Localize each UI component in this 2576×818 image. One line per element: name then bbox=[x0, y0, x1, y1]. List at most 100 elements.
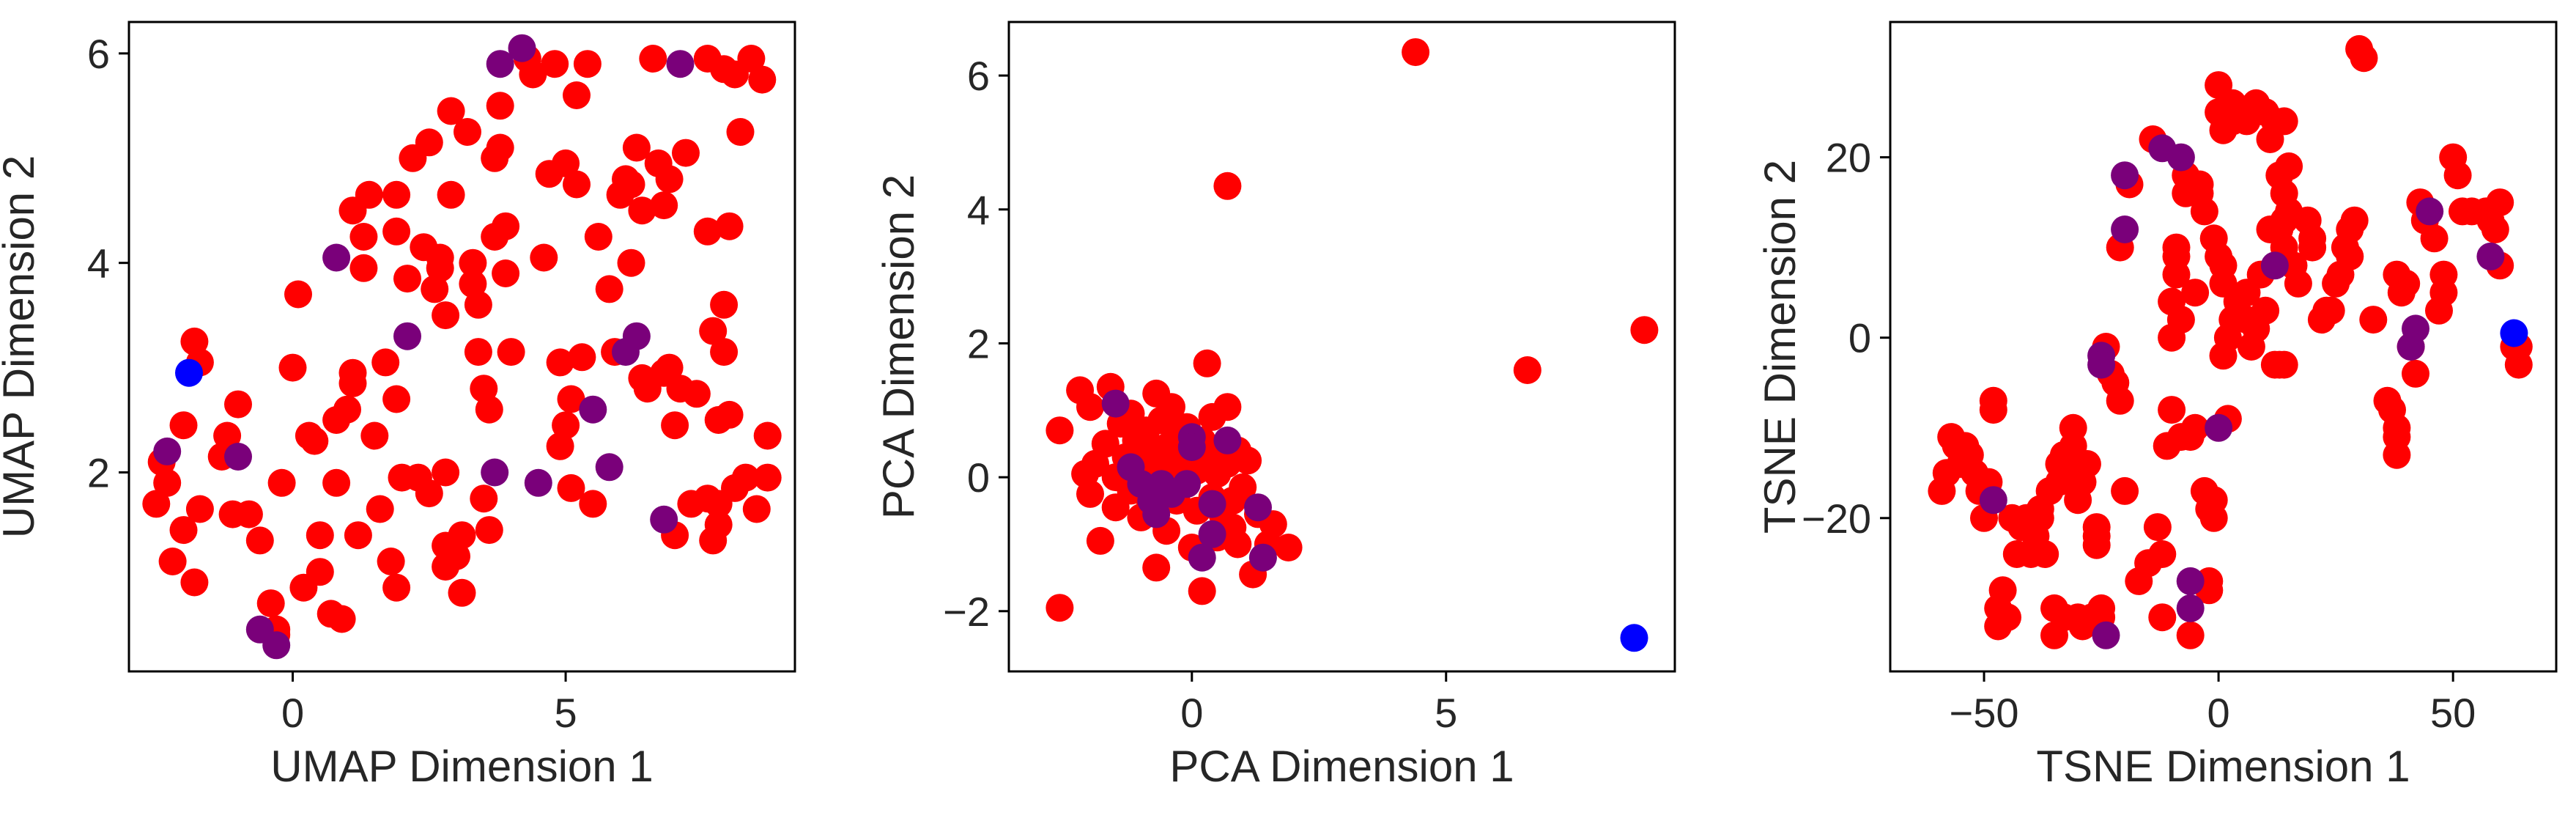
umap-point-s0-112 bbox=[650, 191, 678, 220]
tsne-point-s1-3 bbox=[2092, 621, 2120, 649]
tsne-point-s0-35 bbox=[2059, 413, 2087, 442]
umap-point-s0-48 bbox=[393, 265, 421, 293]
umap-point-s0-53 bbox=[415, 128, 443, 157]
umap-point-s2-0 bbox=[175, 358, 203, 387]
umap-point-s0-86 bbox=[541, 50, 569, 78]
pca-point-s1-13 bbox=[1213, 426, 1242, 454]
umap-point-s0-98 bbox=[584, 223, 612, 251]
tsne-point-s0-71 bbox=[2176, 621, 2205, 649]
umap-point-s0-83 bbox=[519, 60, 547, 89]
pca-point-s0-55 bbox=[1224, 530, 1252, 559]
umap-point-s0-69 bbox=[464, 290, 492, 319]
umap-point-s0-30 bbox=[327, 605, 356, 633]
umap-point-s0-62 bbox=[437, 180, 465, 209]
pca-point-s0-64 bbox=[1513, 356, 1541, 384]
pca-point-s1-10 bbox=[1188, 543, 1216, 572]
pca-x-tick-label-1: 5 bbox=[1435, 690, 1457, 736]
tsne-point-s0-117 bbox=[2270, 107, 2298, 136]
tsne-panel: −50 0 50 −20 0 20 TSNE Dimension 1 TSNE Dimen… bbox=[1755, 21, 2558, 791]
pca-x-axis-label: PCA Dimension 1 bbox=[1169, 742, 1514, 791]
tsne-point-s1-9 bbox=[2176, 594, 2205, 622]
umap-point-s0-91 bbox=[557, 474, 585, 502]
tsne-point-s0-143 bbox=[2383, 413, 2411, 442]
umap-point-s1-11 bbox=[595, 453, 623, 482]
umap-y-tick-label-2: 6 bbox=[87, 31, 110, 77]
tsne-point-s0-74 bbox=[2181, 413, 2210, 442]
umap-point-s0-128 bbox=[704, 510, 733, 539]
tsne-point-s0-120 bbox=[2275, 152, 2303, 180]
umap-point-s0-74 bbox=[475, 395, 503, 424]
tsne-y-tick-label-2: 20 bbox=[1826, 135, 1871, 181]
umap-point-s1-6 bbox=[481, 458, 509, 487]
umap-point-s1-4 bbox=[322, 243, 351, 272]
umap-point-s1-3 bbox=[262, 631, 291, 660]
umap-point-s1-15 bbox=[666, 50, 695, 78]
pca-point-s0-65 bbox=[1630, 316, 1659, 344]
umap-point-s0-1 bbox=[142, 490, 171, 518]
umap-point-s0-133 bbox=[715, 400, 744, 429]
pca-point-s0-50 bbox=[1213, 172, 1242, 200]
tsne-point-s0-123 bbox=[2284, 269, 2312, 298]
umap-point-s0-59 bbox=[432, 458, 460, 487]
umap-point-s0-97 bbox=[579, 490, 607, 518]
tsne-ticks: −50 0 50 −20 0 20 bbox=[1802, 135, 2476, 736]
umap-point-s0-2 bbox=[153, 468, 182, 497]
tsne-x-tick-label-1: 0 bbox=[2207, 690, 2230, 736]
tsne-point-s0-44 bbox=[2082, 513, 2111, 542]
tsne-y-tick-label-0: −20 bbox=[1802, 495, 1871, 542]
tsne-point-s1-0 bbox=[1979, 486, 2007, 515]
tsne-point-s0-73 bbox=[2181, 279, 2210, 307]
umap-point-s0-90 bbox=[552, 411, 580, 440]
umap-x-tick-label-0: 0 bbox=[281, 690, 304, 736]
tsne-point-s1-10 bbox=[2205, 413, 2233, 442]
tsne-point-s1-5 bbox=[2111, 161, 2139, 190]
umap-point-s1-0 bbox=[153, 437, 182, 465]
umap-point-s0-26 bbox=[306, 521, 334, 550]
umap-point-s0-118 bbox=[672, 139, 700, 167]
umap-point-s0-115 bbox=[661, 411, 689, 440]
pca-points bbox=[1045, 38, 1659, 652]
umap-point-s0-46 bbox=[382, 385, 411, 413]
umap-point-s0-137 bbox=[731, 463, 760, 492]
umap-point-s0-20 bbox=[278, 353, 307, 382]
umap-point-s0-37 bbox=[349, 223, 378, 251]
tsne-point-s0-50 bbox=[2106, 386, 2134, 415]
umap-point-s0-84 bbox=[530, 243, 558, 272]
pca-point-s0-4 bbox=[1076, 393, 1104, 421]
umap-point-s0-109 bbox=[639, 45, 667, 73]
umap-point-s0-65 bbox=[448, 521, 476, 550]
tsne-x-tick-label-2: 50 bbox=[2430, 690, 2476, 736]
tsne-point-s1-13 bbox=[2402, 314, 2429, 343]
umap-point-s0-130 bbox=[710, 338, 739, 366]
tsne-point-s0-16 bbox=[1994, 603, 2021, 632]
umap-point-s0-122 bbox=[693, 217, 722, 246]
tsne-x-tick-label-0: −50 bbox=[1950, 690, 2019, 736]
tsne-point-s1-14 bbox=[2416, 197, 2444, 226]
tsne-point-s1-11 bbox=[2260, 251, 2289, 280]
umap-point-s1-1 bbox=[224, 443, 252, 471]
umap-x-tick-label-1: 5 bbox=[554, 690, 577, 736]
umap-point-s0-105 bbox=[622, 133, 651, 162]
umap-point-s0-113 bbox=[655, 353, 684, 382]
umap-point-s1-10 bbox=[579, 395, 607, 424]
pca-y-tick-label-0: −2 bbox=[943, 589, 990, 635]
tsne-y-tick-label-1: 0 bbox=[1848, 315, 1871, 361]
umap-point-s0-71 bbox=[470, 375, 498, 403]
pca-point-s1-14 bbox=[1244, 493, 1272, 522]
umap-point-s0-39 bbox=[360, 421, 389, 450]
umap-point-s0-56 bbox=[426, 254, 454, 282]
tsne-point-s0-61 bbox=[2158, 396, 2186, 424]
umap-point-s0-52 bbox=[415, 479, 443, 508]
tsne-point-s0-52 bbox=[2111, 476, 2139, 505]
tsne-point-s0-148 bbox=[2402, 359, 2429, 388]
pca-y-tick-label-2: 2 bbox=[967, 320, 990, 366]
umap-point-s0-38 bbox=[355, 180, 383, 209]
umap-point-s0-89 bbox=[552, 149, 580, 177]
pca-plot-frame bbox=[1007, 21, 1676, 673]
umap-point-s0-14 bbox=[234, 500, 263, 528]
umap-point-s0-42 bbox=[377, 548, 405, 575]
umap-point-s0-103 bbox=[617, 170, 645, 199]
umap-point-s0-16 bbox=[256, 589, 285, 618]
tsne-y-axis-label: TSNE Dimension 2 bbox=[1755, 160, 1805, 534]
tsne-point-s0-40 bbox=[2073, 450, 2101, 478]
